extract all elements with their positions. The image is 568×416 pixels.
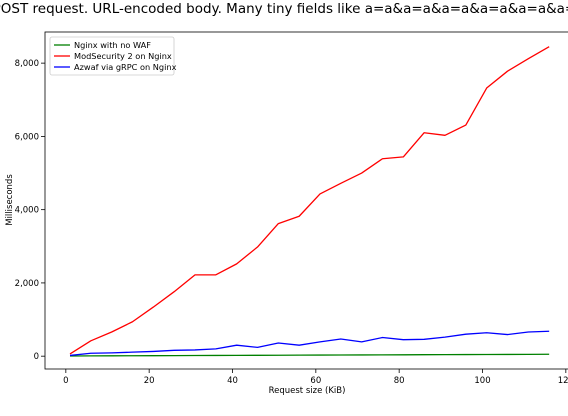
- y-tick-label: 2,000: [15, 279, 39, 289]
- legend-label-nginx-no-waf: Nginx with no WAF: [74, 40, 151, 50]
- x-tick-label: 20: [144, 376, 155, 386]
- legend: Nginx with no WAF ModSecurity 2 on Nginx…: [50, 37, 177, 75]
- y-tick-label: 0: [34, 352, 39, 362]
- legend-label-azwaf: Azwaf via gRPC on Nginx: [74, 62, 177, 72]
- series-line-1: [70, 47, 549, 354]
- x-tick-label: 0: [63, 376, 68, 386]
- series-group: [70, 47, 549, 356]
- x-tick-label: 80: [394, 376, 405, 386]
- y-axis-label: Milliseconds: [5, 174, 15, 226]
- y-tick-label: 4,000: [15, 206, 39, 216]
- x-tick-label: 100: [474, 376, 490, 386]
- x-tick-label: 60: [310, 376, 321, 386]
- series-line-0: [70, 354, 549, 356]
- y-tick-label: 6,000: [15, 132, 39, 142]
- x-tick-label: 40: [227, 376, 238, 386]
- x-axis-ticks: 0 20 40 60 80 100 120: [63, 369, 568, 386]
- y-axis-ticks: 0 2,000 4,000 6,000 8,000: [15, 59, 45, 362]
- x-tick-label: 120: [558, 376, 568, 386]
- y-tick-label: 8,000: [15, 59, 39, 69]
- legend-label-modsecurity: ModSecurity 2 on Nginx: [74, 51, 172, 61]
- chart-title: POST request. URL-encoded body. Many tin…: [0, 1, 568, 17]
- plot-frame: [45, 32, 568, 369]
- series-line-2: [70, 331, 549, 355]
- x-axis-label: Request size (KiB): [269, 386, 346, 396]
